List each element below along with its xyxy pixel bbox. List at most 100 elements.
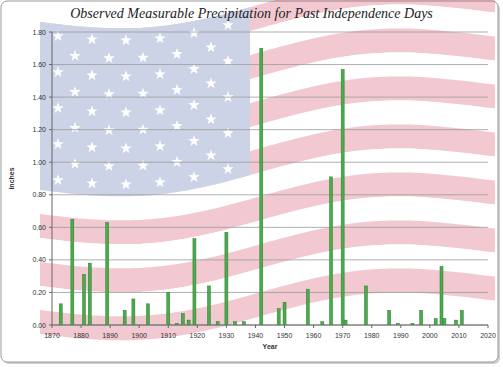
flag-star	[222, 91, 233, 102]
flag-star	[120, 70, 131, 81]
flag-star	[69, 86, 80, 97]
bar	[234, 322, 237, 325]
flag-star	[120, 34, 131, 45]
bar	[193, 239, 196, 325]
x-tick-label: 1890	[102, 332, 118, 339]
x-tick-label: 1880	[73, 332, 89, 339]
x-tick-label: 2020	[480, 332, 496, 339]
bar	[277, 309, 280, 325]
flag-star	[86, 33, 97, 44]
flag-star	[103, 160, 114, 171]
y-axis-label: Inches	[8, 167, 15, 189]
bar	[146, 304, 149, 325]
chart: Observed Measurable Precipitation for Pa…	[0, 0, 503, 367]
x-tick-label: 1900	[131, 332, 147, 339]
flag-star	[171, 84, 182, 95]
y-tick-label: 1.00	[32, 159, 46, 166]
grid-line	[52, 64, 488, 65]
bar	[82, 275, 85, 325]
flag-star	[52, 138, 63, 149]
flag-star	[69, 158, 80, 169]
grid-line	[52, 129, 488, 130]
grid-line	[52, 162, 488, 163]
bar	[341, 69, 344, 325]
bar	[187, 320, 190, 325]
x-tick-label: 1910	[160, 332, 176, 339]
flag-star	[137, 160, 148, 171]
y-tick-label: 1.20	[32, 126, 46, 133]
x-tick-label: 1940	[248, 332, 264, 339]
flag-star	[222, 163, 233, 174]
bar	[388, 310, 391, 325]
x-axis-label: Year	[263, 343, 278, 350]
flag-star	[171, 120, 182, 131]
flag-star	[52, 174, 63, 185]
y-tick-label: 1.40	[32, 94, 46, 101]
grid-line	[52, 97, 488, 98]
flag-star	[188, 171, 199, 182]
y-tick-label: 0.00	[32, 322, 46, 329]
flag-star	[69, 50, 80, 61]
bar	[344, 320, 347, 325]
x-tick-label: 1960	[306, 332, 322, 339]
y-tick-label: 0.60	[32, 224, 46, 231]
x-tick-label: 1930	[219, 332, 235, 339]
bar	[411, 323, 414, 325]
bar	[106, 222, 109, 325]
bar	[330, 177, 333, 325]
bar	[260, 48, 263, 325]
flag-star	[86, 141, 97, 152]
y-tick-label: 0.20	[32, 289, 46, 296]
bar	[460, 310, 463, 325]
flag-star	[154, 176, 165, 187]
bar	[242, 322, 245, 325]
bar	[225, 232, 228, 325]
flag-star	[154, 68, 165, 79]
flag-star	[103, 52, 114, 63]
y-axis	[52, 32, 53, 325]
flag-star	[205, 77, 216, 88]
flag-star	[154, 32, 165, 43]
bar	[71, 219, 74, 325]
grid-line	[52, 259, 488, 260]
flag-star	[69, 122, 80, 133]
flag-background	[40, 0, 495, 340]
x-tick-label: 1980	[364, 332, 380, 339]
x-tick-label: 2010	[451, 332, 467, 339]
flag-star	[137, 52, 148, 63]
flag-star	[154, 140, 165, 151]
bar	[455, 320, 458, 325]
flag-star	[52, 102, 63, 113]
flag-canton	[40, 7, 250, 196]
flag-star	[188, 27, 199, 38]
flag-star	[137, 124, 148, 135]
bar	[207, 286, 210, 325]
flag-star	[120, 106, 131, 117]
flag-star	[205, 149, 216, 160]
bar	[283, 302, 286, 325]
flag-star	[188, 135, 199, 146]
bar	[306, 289, 309, 325]
x-tick-label: 1920	[190, 332, 206, 339]
flag-star	[154, 104, 165, 115]
x-tick-label: 1950	[277, 332, 293, 339]
bar	[175, 323, 178, 325]
bar	[59, 304, 62, 325]
flag-star	[222, 127, 233, 138]
flag-star	[171, 156, 182, 167]
grid-line	[52, 227, 488, 228]
bar	[132, 299, 135, 325]
flag-star	[52, 66, 63, 77]
bar	[443, 318, 446, 325]
bar	[440, 266, 443, 325]
y-tick-label: 0.40	[32, 256, 46, 263]
flag-star	[86, 177, 97, 188]
flag-star	[120, 142, 131, 153]
title: Observed Measurable Precipitation for Pa…	[70, 6, 433, 21]
bar	[420, 310, 423, 325]
grid-line	[52, 32, 488, 33]
flag-star	[171, 48, 182, 59]
bar	[364, 286, 367, 325]
bar	[321, 322, 324, 325]
flag-star	[205, 41, 216, 52]
